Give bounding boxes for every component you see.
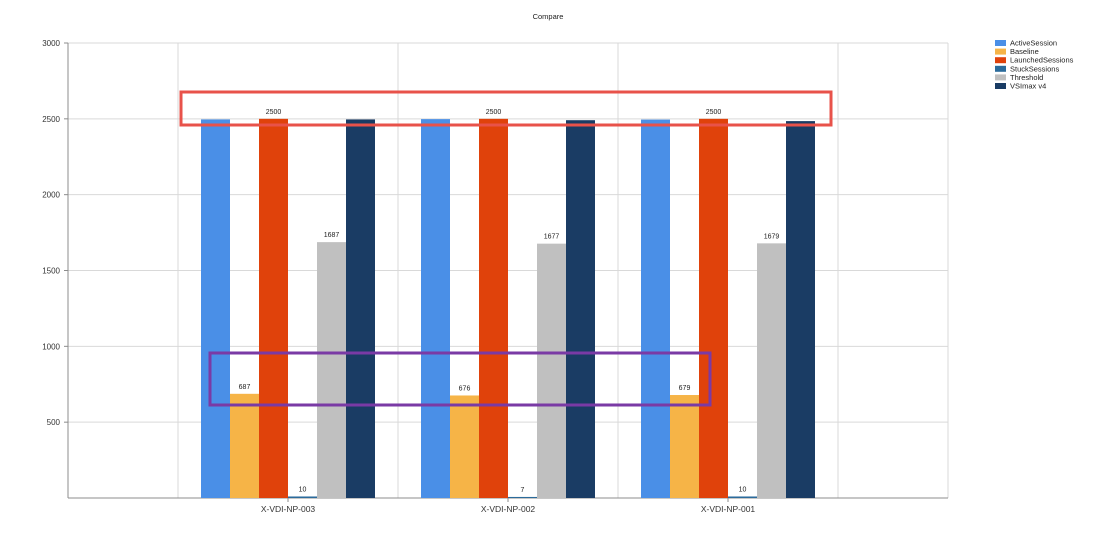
- legend-label: StuckSessions: [1010, 64, 1059, 73]
- bar: [317, 242, 346, 498]
- y-tick-label: 1000: [42, 342, 60, 351]
- bar: [479, 118, 508, 498]
- bar: [566, 120, 595, 498]
- data-label: 2500: [706, 109, 722, 116]
- bars: [201, 118, 815, 499]
- x-tick-label: X-VDI-NP-002: [481, 504, 536, 514]
- highlight-box-purple: [208, 351, 712, 407]
- legend-label: LaunchedSessions: [1010, 56, 1074, 65]
- bar: [537, 243, 566, 498]
- legend-swatch: [995, 83, 1006, 89]
- bar: [508, 496, 537, 498]
- y-tick-label: 500: [47, 418, 61, 427]
- legend-label: VSImax v4: [1010, 82, 1046, 91]
- bar: [230, 393, 259, 498]
- legend-swatch: [995, 48, 1006, 55]
- highlight-box-red: [179, 90, 833, 127]
- data-label: 679: [679, 385, 691, 392]
- chart-title: Compare: [533, 12, 564, 21]
- bar: [346, 119, 375, 498]
- legend: ActiveSessionBaselineLaunchedSessionsStu…: [995, 39, 1074, 91]
- bar: [757, 243, 786, 498]
- data-label: 10: [299, 486, 307, 493]
- y-tick-label: 3000: [42, 39, 60, 48]
- legend-label: Baseline: [1010, 47, 1039, 56]
- data-label: 2500: [266, 109, 282, 116]
- bar: [450, 395, 479, 498]
- data-label: 1679: [764, 233, 780, 240]
- legend-label: ActiveSession: [1010, 39, 1057, 48]
- data-label: 687: [239, 384, 251, 391]
- bar: [201, 119, 230, 498]
- y-tick-label: 2000: [42, 191, 60, 200]
- legend-label: Threshold: [1010, 73, 1043, 82]
- bar: [421, 119, 450, 499]
- annotations: [179, 90, 833, 407]
- legend-swatch: [995, 74, 1006, 81]
- data-label: 1687: [324, 232, 340, 239]
- bar: [670, 395, 699, 498]
- bar: [259, 118, 288, 498]
- bar: [728, 496, 757, 498]
- bar: [786, 121, 815, 498]
- legend-swatch: [995, 65, 1006, 72]
- data-label: 10: [739, 486, 747, 493]
- y-tick-label: 1500: [42, 267, 60, 276]
- y-tick-label: 2500: [42, 115, 60, 124]
- data-label: 2500: [486, 109, 502, 116]
- data-label: 1677: [544, 234, 560, 241]
- bar: [288, 496, 317, 498]
- data-labels: 687 2500 10 1687 676 2500 7 1677 679 2500 10 1679: [239, 109, 780, 494]
- data-label: 7: [521, 487, 525, 494]
- legend-swatch: [995, 57, 1006, 64]
- bar: [641, 119, 670, 498]
- bar: [699, 118, 728, 498]
- x-tick-label: X-VDI-NP-001: [701, 504, 756, 514]
- data-label: 676: [459, 385, 471, 392]
- x-tick-label: X-VDI-NP-003: [261, 504, 316, 514]
- legend-swatch: [995, 40, 1006, 46]
